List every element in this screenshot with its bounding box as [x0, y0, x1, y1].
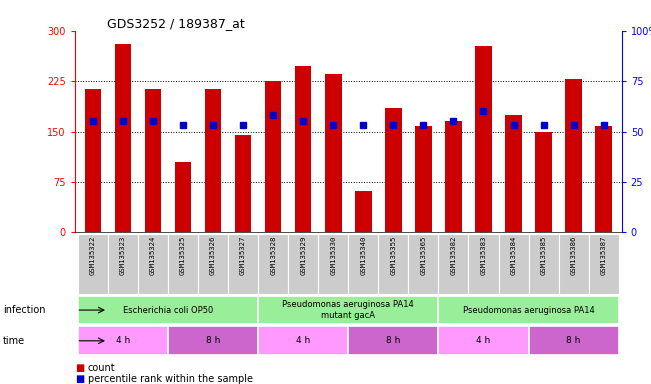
- Bar: [258, 326, 348, 355]
- Bar: [565, 79, 582, 232]
- Bar: [115, 44, 132, 232]
- Bar: [348, 326, 438, 355]
- Text: GSM135386: GSM135386: [571, 235, 577, 275]
- Bar: [475, 45, 492, 232]
- Bar: [505, 115, 522, 232]
- Text: GSM135355: GSM135355: [391, 235, 396, 275]
- Text: GSM135340: GSM135340: [360, 235, 367, 275]
- Text: Escherichia coli OP50: Escherichia coli OP50: [123, 306, 213, 314]
- Bar: [78, 234, 108, 294]
- Bar: [415, 126, 432, 232]
- Bar: [529, 326, 618, 355]
- Text: 4 h: 4 h: [116, 336, 130, 345]
- Text: GSM135384: GSM135384: [510, 235, 516, 275]
- Bar: [78, 296, 258, 324]
- Text: GSM135330: GSM135330: [330, 235, 337, 275]
- Bar: [589, 234, 618, 294]
- Bar: [325, 74, 342, 232]
- Bar: [174, 162, 191, 232]
- Text: GSM135324: GSM135324: [150, 235, 156, 275]
- Text: GSM135382: GSM135382: [450, 235, 456, 275]
- Text: GSM135383: GSM135383: [480, 235, 486, 275]
- Text: Pseudomonas aeruginosa PA14
mutant gacA: Pseudomonas aeruginosa PA14 mutant gacA: [283, 300, 414, 320]
- Bar: [288, 234, 318, 294]
- Text: percentile rank within the sample: percentile rank within the sample: [88, 374, 253, 384]
- Text: GDS3252 / 189387_at: GDS3252 / 189387_at: [107, 17, 245, 30]
- Bar: [385, 108, 402, 232]
- Bar: [168, 234, 198, 294]
- Bar: [295, 66, 311, 232]
- Text: 8 h: 8 h: [386, 336, 400, 345]
- Text: GSM135385: GSM135385: [540, 235, 547, 275]
- Text: GSM135325: GSM135325: [180, 235, 186, 275]
- Text: GSM135326: GSM135326: [210, 235, 216, 275]
- Text: time: time: [3, 336, 25, 346]
- Bar: [318, 234, 348, 294]
- Bar: [499, 234, 529, 294]
- Bar: [438, 296, 618, 324]
- Text: GSM135323: GSM135323: [120, 235, 126, 275]
- Bar: [198, 234, 228, 294]
- Bar: [265, 81, 281, 232]
- Bar: [85, 89, 101, 232]
- Text: 4 h: 4 h: [477, 336, 491, 345]
- Text: 8 h: 8 h: [566, 336, 581, 345]
- Bar: [108, 234, 138, 294]
- Text: GSM135327: GSM135327: [240, 235, 246, 275]
- Bar: [469, 234, 499, 294]
- Bar: [355, 190, 372, 232]
- Bar: [205, 89, 221, 232]
- Text: 4 h: 4 h: [296, 336, 311, 345]
- Bar: [258, 234, 288, 294]
- Bar: [529, 234, 559, 294]
- Text: Pseudomonas aeruginosa PA14: Pseudomonas aeruginosa PA14: [463, 306, 594, 314]
- Text: count: count: [88, 363, 115, 373]
- Bar: [235, 135, 251, 232]
- Text: GSM135322: GSM135322: [90, 235, 96, 275]
- Bar: [168, 326, 258, 355]
- Bar: [438, 326, 529, 355]
- Text: GSM135387: GSM135387: [601, 235, 607, 275]
- Bar: [348, 234, 378, 294]
- Text: infection: infection: [3, 305, 46, 315]
- Bar: [559, 234, 589, 294]
- Bar: [138, 234, 168, 294]
- Bar: [596, 126, 612, 232]
- Bar: [445, 121, 462, 232]
- Text: GSM135328: GSM135328: [270, 235, 276, 275]
- Bar: [145, 89, 161, 232]
- Bar: [378, 234, 408, 294]
- Text: 8 h: 8 h: [206, 336, 220, 345]
- Bar: [228, 234, 258, 294]
- Bar: [408, 234, 438, 294]
- Bar: [78, 326, 168, 355]
- Text: GSM135329: GSM135329: [300, 235, 306, 275]
- Bar: [438, 234, 469, 294]
- Text: ■: ■: [75, 363, 84, 373]
- Text: ■: ■: [75, 374, 84, 384]
- Text: GSM135365: GSM135365: [421, 235, 426, 275]
- Bar: [258, 296, 438, 324]
- Bar: [535, 131, 552, 232]
